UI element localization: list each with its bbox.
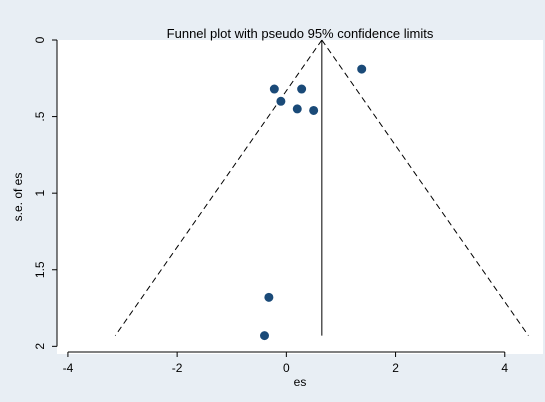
funnel-lines (114, 39, 529, 336)
x-tick-label: 4 (501, 361, 508, 375)
study-point (264, 292, 274, 302)
study-point (357, 64, 367, 74)
study-point (309, 105, 319, 115)
chart-title: Funnel plot with pseudo 95% confidence l… (167, 26, 434, 41)
study-point (276, 96, 286, 106)
upper-confidence-limit (321, 39, 529, 336)
x-tick-label: -4 (63, 361, 74, 375)
y-tick-label: 0 (33, 36, 47, 43)
x-tick-label: 0 (283, 361, 290, 375)
y-axis-title: s.e. of es (11, 173, 25, 222)
x-tick-label: -2 (172, 361, 183, 375)
lower-confidence-limit (114, 39, 323, 336)
x-tick-label: 2 (392, 361, 399, 375)
axes-layer: -4 -2 0 2 4 0 .5 1 1.5 2 (33, 36, 508, 375)
y-tick-label: 2 (33, 343, 47, 350)
y-tick-label: 1.5 (33, 261, 47, 278)
study-point (260, 331, 270, 341)
study-point (292, 104, 302, 114)
y-tick-label: 1 (33, 190, 47, 197)
study-point (297, 84, 307, 94)
study-point (269, 84, 279, 94)
y-tick-label: .5 (33, 111, 47, 121)
points-layer (260, 64, 367, 341)
x-axis-title: es (294, 375, 307, 389)
